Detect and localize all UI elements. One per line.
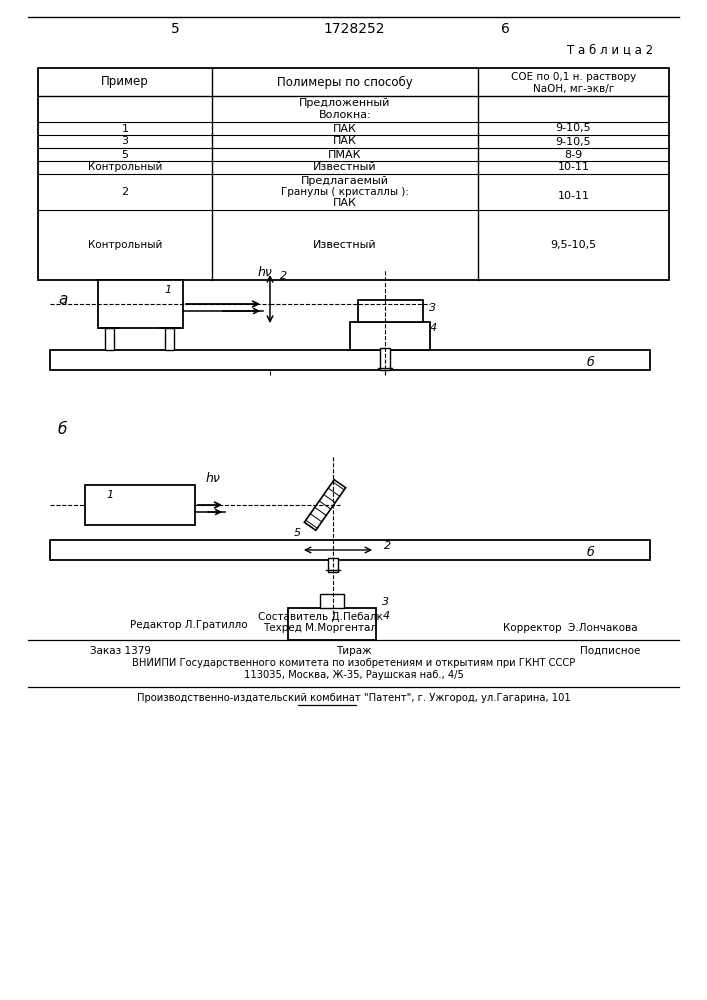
Text: Подписное: Подписное — [580, 646, 641, 656]
Bar — [50, 540, 650, 560]
Polygon shape — [304, 480, 346, 530]
Text: Составитель Д.Пебалк: Составитель Д.Пебалк — [257, 612, 382, 622]
Text: 9-10,5: 9-10,5 — [556, 123, 591, 133]
Text: 9-10,5: 9-10,5 — [556, 136, 591, 146]
Text: ПМАК: ПМАК — [328, 149, 362, 159]
Text: 5: 5 — [170, 22, 180, 36]
Text: hν: hν — [257, 265, 272, 278]
Text: Волокна:: Волокна: — [319, 110, 371, 120]
Text: 5: 5 — [293, 528, 300, 538]
Text: 5: 5 — [122, 149, 129, 159]
Bar — [320, 594, 344, 608]
Text: Предложенный: Предложенный — [299, 98, 391, 108]
Text: Тираж: Тираж — [337, 646, 372, 656]
Text: Пример: Пример — [101, 76, 149, 89]
Text: Полимеры по способу: Полимеры по способу — [277, 75, 413, 89]
Text: Заказ 1379: Заказ 1379 — [90, 646, 151, 656]
Bar — [358, 300, 423, 322]
Text: ПАК: ПАК — [333, 123, 357, 133]
Text: 1: 1 — [107, 490, 114, 500]
Text: 3: 3 — [382, 597, 390, 607]
Text: 4: 4 — [382, 611, 390, 621]
Bar — [50, 350, 650, 370]
Text: ВНИИПИ Государственного комитета по изобретениям и открытиям при ГКНТ СССР: ВНИИПИ Государственного комитета по изоб… — [132, 658, 575, 668]
Text: СОЕ по 0,1 н. раствору: СОЕ по 0,1 н. раствору — [511, 72, 636, 82]
Bar — [350, 322, 430, 350]
Text: Гранулы ( кристаллы ):: Гранулы ( кристаллы ): — [281, 187, 409, 197]
Text: Контрольный: Контрольный — [88, 240, 162, 250]
Text: ПАК: ПАК — [333, 198, 357, 208]
Text: 10-11: 10-11 — [558, 162, 590, 172]
Text: б: б — [58, 422, 67, 438]
Text: 3: 3 — [122, 136, 129, 146]
Text: 1728252: 1728252 — [323, 22, 385, 36]
Bar — [165, 328, 174, 350]
Text: б: б — [586, 356, 594, 368]
Text: Т а б л и ц а 2: Т а б л и ц а 2 — [567, 43, 653, 56]
Bar — [380, 348, 390, 370]
Text: 3: 3 — [429, 303, 436, 313]
Bar — [105, 328, 114, 350]
Text: 6: 6 — [501, 22, 510, 36]
Text: б: б — [586, 546, 594, 558]
Text: Техред М.Моргентал: Техред М.Моргентал — [263, 623, 377, 633]
Text: 1: 1 — [165, 285, 172, 295]
Text: 113035, Москва, Ж-35, Раушская наб., 4/5: 113035, Москва, Ж-35, Раушская наб., 4/5 — [244, 670, 464, 680]
Bar — [38, 68, 669, 280]
Text: 1: 1 — [122, 123, 129, 133]
Text: Редактор Л.Гратилло: Редактор Л.Гратилло — [130, 620, 247, 630]
Text: hν: hν — [206, 473, 221, 486]
Bar — [98, 280, 183, 328]
Text: Известный: Известный — [313, 162, 377, 172]
Text: а: а — [58, 292, 67, 308]
Text: Корректор  Э.Лончакова: Корректор Э.Лончакова — [503, 623, 637, 633]
Text: ПАК: ПАК — [333, 136, 357, 146]
Bar — [328, 558, 338, 572]
Text: Известный: Известный — [313, 240, 377, 250]
Text: Предлагаемый: Предлагаемый — [301, 176, 389, 186]
Text: 10-11: 10-11 — [558, 191, 590, 201]
Text: NaOH, мг-экв/г: NaOH, мг-экв/г — [533, 84, 614, 94]
Bar — [85, 485, 195, 525]
Text: Контрольный: Контрольный — [88, 162, 162, 172]
Text: Производственно-издательский комбинат "Патент", г. Ужгород, ул.Гагарина, 101: Производственно-издательский комбинат "П… — [137, 693, 571, 703]
Bar — [288, 608, 376, 640]
Text: 2: 2 — [122, 187, 129, 197]
Text: 4: 4 — [429, 323, 436, 333]
Text: 2: 2 — [281, 271, 288, 281]
Text: 2: 2 — [385, 541, 392, 551]
Text: 9,5-10,5: 9,5-10,5 — [551, 240, 597, 250]
Text: 8-9: 8-9 — [564, 149, 583, 159]
